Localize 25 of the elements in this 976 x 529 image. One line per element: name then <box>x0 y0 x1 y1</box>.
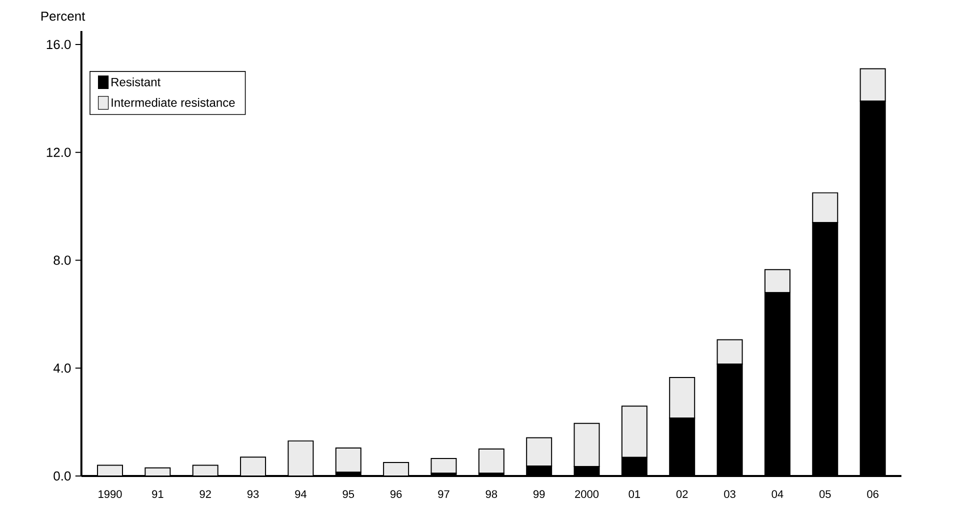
x-tick-label: 99 <box>533 490 545 498</box>
x-tick-label: 02 <box>676 490 688 498</box>
x-tick-label: 91 <box>152 490 164 498</box>
x-tick-label: 03 <box>724 490 736 498</box>
x-tick-label: 2000 <box>575 490 599 498</box>
x-tick-label: 93 <box>247 490 259 498</box>
x-tick-label: 92 <box>200 490 211 498</box>
y-axis-title: Percent <box>41 12 86 21</box>
x-tick-label: 05 <box>819 490 831 498</box>
legend-label: Resistant <box>112 77 161 86</box>
x-tick-label: 95 <box>342 490 354 498</box>
x-tick-label: 04 <box>772 490 784 498</box>
x-tick-label: 94 <box>295 490 306 498</box>
y-tick-label: 4.0 <box>53 364 71 373</box>
legend-label: Intermediate resistance <box>112 98 235 107</box>
x-tick-label: 06 <box>867 490 878 498</box>
y-tick-label: 0.0 <box>54 471 71 481</box>
y-tick-label: 8.0 <box>54 256 71 265</box>
x-tick-label: 96 <box>390 490 402 498</box>
y-tick-label: 12.0 <box>46 148 71 157</box>
x-tick-label: 01 <box>628 490 640 498</box>
y-tick-label: 16.0 <box>46 40 71 50</box>
x-tick-label: 98 <box>486 490 498 498</box>
x-tick-label: 97 <box>438 490 450 498</box>
x-tick-label: 1990 <box>98 490 122 498</box>
